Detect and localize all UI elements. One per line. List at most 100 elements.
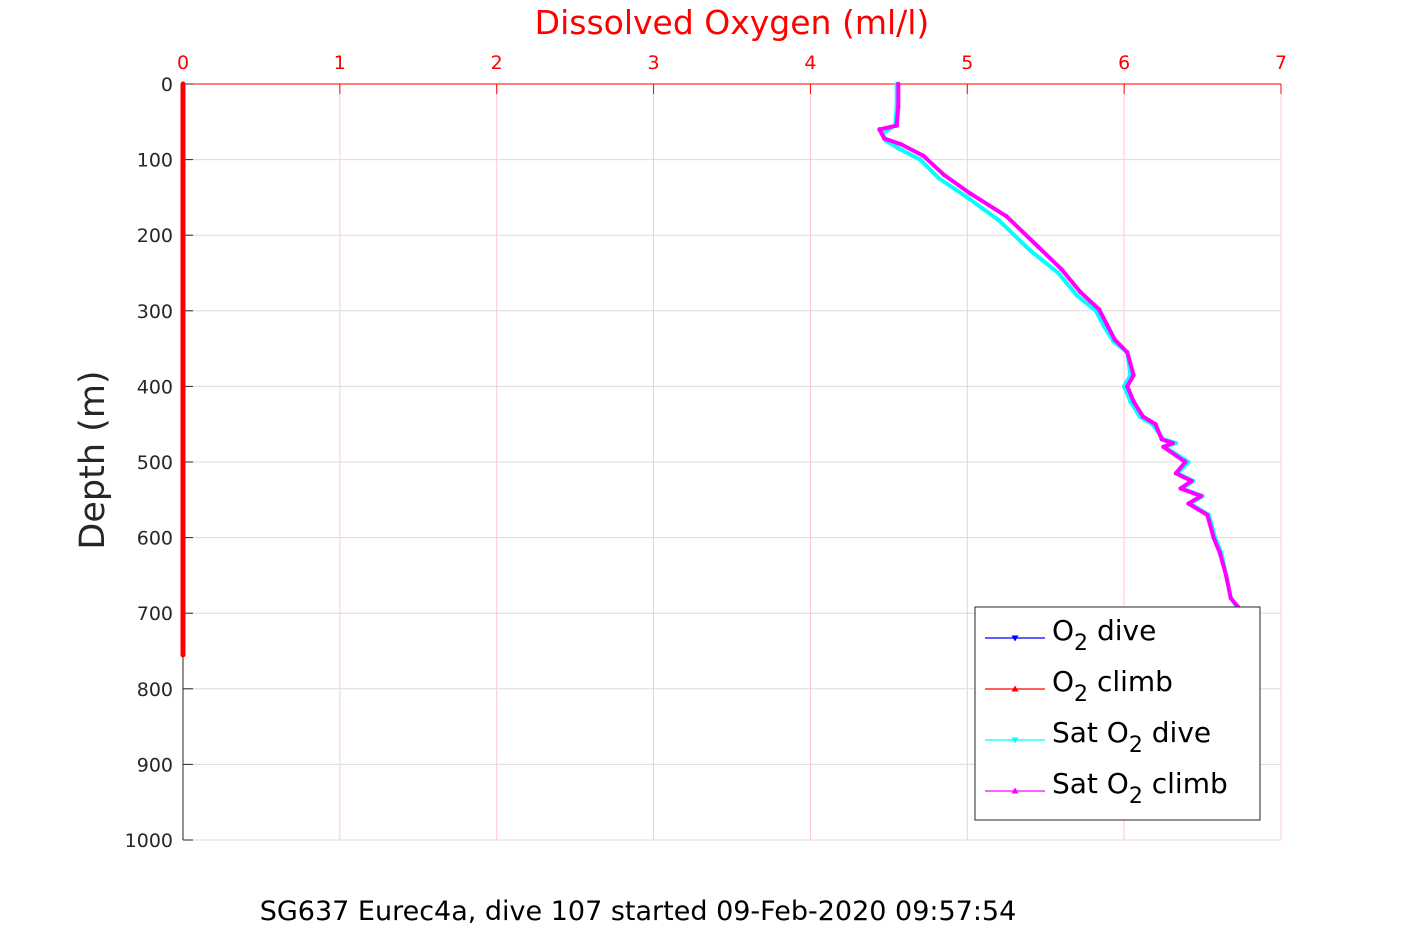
series-point-3	[1140, 414, 1146, 419]
series-point-3	[1228, 595, 1234, 601]
series-point-1	[180, 611, 186, 616]
series-point-3	[1189, 478, 1194, 484]
series-point-3	[1131, 399, 1136, 404]
y-tick-label: 100	[137, 150, 173, 172]
legend-label-base: O	[1052, 614, 1074, 647]
x-tick-label: 1	[334, 52, 346, 74]
series-point-2	[1056, 270, 1061, 276]
series-point-3	[1198, 493, 1204, 499]
y-tick-label: 0	[161, 74, 173, 96]
legend-swatch-marker	[1011, 635, 1019, 642]
series-point-3	[1183, 459, 1188, 465]
series-point-3	[1223, 573, 1229, 578]
series-point-3	[1125, 350, 1130, 355]
series-point-1	[180, 233, 186, 238]
legend-label-suffix: dive	[1143, 716, 1211, 749]
legend-box	[974, 606, 1261, 821]
series-point-3	[1186, 501, 1191, 506]
x-tick-label: 6	[1118, 52, 1130, 74]
series-point-1	[180, 535, 186, 540]
legend-label-subscript: 2	[1074, 631, 1088, 656]
series-point-1	[180, 81, 186, 87]
chart-title: Dissolved Oxygen (ml/l)	[535, 3, 930, 42]
series-point-3	[1205, 512, 1210, 518]
legend-label-subscript: 2	[1074, 682, 1088, 707]
y-axis-label: Depth (m)	[73, 370, 113, 549]
series-point-1	[180, 459, 186, 465]
y-tick-label: 500	[137, 452, 173, 474]
series-point-3	[896, 104, 901, 109]
series-point-3	[1170, 440, 1175, 446]
legend-label: O2 dive	[1052, 614, 1156, 656]
plot-caption: SG637 Eurec4a, dive 107 started 09-Feb-2…	[259, 896, 1017, 927]
legend-label-subscript: 2	[1129, 733, 1143, 758]
series-point-2	[1027, 248, 1033, 253]
legend-label-suffix: climb	[1088, 665, 1173, 698]
y-tick-label: 800	[137, 679, 173, 701]
series-point-1	[180, 157, 186, 162]
series-point-3	[941, 172, 946, 177]
series-point-3	[1125, 384, 1130, 389]
legend-label-suffix: climb	[1143, 767, 1228, 800]
series-point-2	[936, 176, 942, 181]
series-point-3	[1112, 337, 1117, 342]
series-point-3	[1159, 437, 1164, 442]
series-point-3	[896, 81, 901, 87]
series-point-3	[1211, 535, 1216, 540]
series-point-3	[1059, 267, 1064, 272]
series-point-3	[1153, 422, 1158, 427]
legend-label-subscript: 2	[1129, 784, 1143, 809]
legend-label-suffix: dive	[1088, 614, 1156, 647]
series-point-3	[899, 142, 904, 147]
legend-label: Sat O2 dive	[1052, 716, 1211, 758]
y-tick-label: 600	[137, 528, 173, 550]
series-point-1	[180, 384, 186, 389]
series-point-2	[918, 157, 923, 162]
y-tick-label: 300	[137, 301, 173, 323]
series-point-3	[1161, 444, 1166, 450]
series-point-3	[877, 127, 882, 132]
series-point-3	[1078, 289, 1083, 295]
series-point-2	[965, 195, 970, 200]
x-tick-label: 3	[648, 52, 660, 74]
legend-swatch-marker	[1011, 787, 1019, 794]
x-tick-label: 5	[961, 52, 973, 74]
y-tick-label: 1000	[125, 830, 173, 852]
y-tick-label: 900	[137, 754, 173, 776]
series-point-3	[1173, 471, 1179, 476]
series-point-2	[996, 217, 1001, 223]
series-point-3	[1004, 214, 1009, 219]
x-tick-label: 0	[177, 52, 189, 74]
series-point-3	[968, 191, 973, 196]
series-point-2	[896, 146, 901, 151]
series-point-2	[1121, 384, 1127, 389]
series-point-3	[1217, 550, 1223, 555]
series-point-3	[894, 123, 899, 128]
legend-label-base: Sat O	[1052, 767, 1129, 800]
x-tick-label: 4	[804, 52, 816, 74]
legend-label: O2 climb	[1052, 665, 1173, 707]
series-point-1	[180, 308, 186, 313]
series-point-2	[1186, 459, 1191, 465]
legend-label-base: Sat O	[1052, 716, 1129, 749]
series-point-3	[1178, 486, 1183, 491]
x-tick-label: 7	[1275, 52, 1287, 74]
series-point-3	[1131, 372, 1136, 378]
legend-swatch-marker	[1011, 685, 1019, 692]
series-point-3	[921, 153, 926, 159]
series-point-2	[1074, 293, 1080, 298]
x-tick-label: 2	[491, 52, 503, 74]
series-point-2	[1173, 440, 1179, 446]
series-point-3	[881, 136, 887, 141]
legend-label: Sat O2 climb	[1052, 767, 1228, 809]
y-tick-label: 200	[137, 225, 173, 247]
series-point-3	[1096, 307, 1102, 312]
y-tick-label: 700	[137, 603, 173, 625]
series-point-3	[1104, 322, 1110, 327]
legend-swatch-marker	[1011, 737, 1019, 744]
series-point-1	[180, 652, 186, 657]
y-tick-label: 400	[137, 376, 173, 398]
legend-label-base: O	[1052, 665, 1074, 698]
series-point-3	[1035, 244, 1041, 249]
